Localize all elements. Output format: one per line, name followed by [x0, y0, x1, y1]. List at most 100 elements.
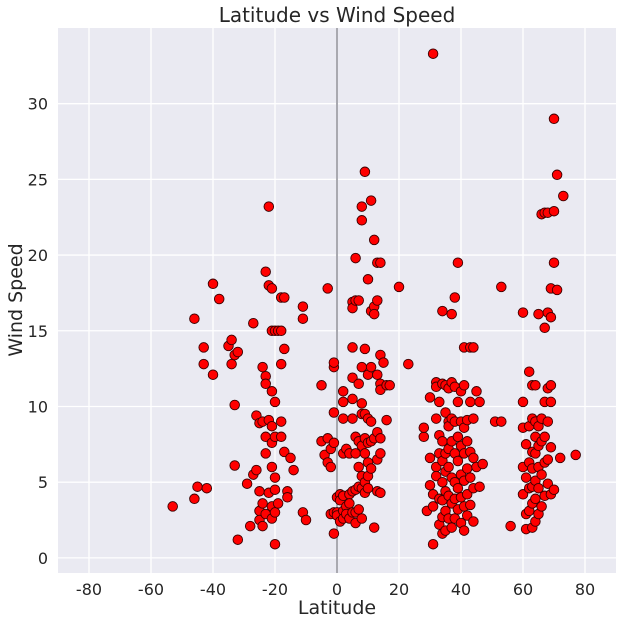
data-point — [530, 493, 541, 505]
x-tick-label: 80 — [575, 580, 595, 599]
x-tick-label: 20 — [389, 580, 409, 599]
data-point — [229, 460, 240, 471]
data-point — [353, 378, 364, 390]
data-point — [446, 522, 457, 533]
data-point — [260, 378, 271, 390]
data-point — [468, 413, 479, 424]
x-tick-label: 0 — [332, 580, 342, 599]
data-point — [446, 308, 457, 320]
data-point — [359, 448, 371, 459]
data-point — [344, 498, 355, 509]
data-point — [244, 520, 256, 532]
data-point — [328, 407, 340, 418]
data-point — [365, 361, 377, 373]
data-point — [350, 252, 361, 264]
data-point — [551, 169, 563, 181]
data-point — [353, 504, 364, 515]
data-point — [427, 501, 439, 512]
data-point — [496, 281, 507, 293]
data-point — [381, 414, 392, 426]
data-point — [257, 361, 268, 373]
data-point — [337, 396, 349, 408]
data-point — [523, 366, 535, 377]
data-point — [384, 380, 395, 391]
data-point — [226, 358, 237, 370]
y-tick-labels: 0 5 10 15 20 25 30 — [28, 95, 48, 568]
data-point — [449, 292, 461, 303]
data-point — [232, 534, 244, 545]
data-point — [269, 507, 281, 518]
data-point — [251, 464, 262, 476]
data-point — [275, 431, 287, 443]
data-point — [189, 313, 200, 324]
data-point — [468, 516, 479, 527]
y-tick-label: 10 — [28, 397, 48, 416]
data-point — [266, 386, 278, 397]
data-point — [257, 520, 268, 532]
data-point — [198, 358, 209, 370]
data-point — [424, 452, 436, 464]
data-point — [269, 472, 281, 483]
data-point — [375, 257, 386, 268]
data-point — [437, 476, 448, 488]
data-point — [430, 413, 442, 424]
data-point — [393, 281, 405, 293]
data-point — [548, 113, 560, 125]
data-point — [372, 295, 383, 306]
data-point — [468, 342, 479, 353]
data-point — [548, 205, 560, 217]
data-point — [437, 305, 448, 317]
data-point — [533, 482, 544, 494]
data-point — [452, 257, 464, 268]
data-point — [468, 452, 479, 464]
x-tick-label: -40 — [200, 580, 226, 599]
data-point — [275, 416, 287, 427]
data-point — [328, 437, 340, 449]
data-point — [254, 486, 265, 497]
data-point — [279, 292, 290, 303]
data-point — [226, 334, 237, 346]
data-point — [356, 201, 368, 212]
data-point — [167, 501, 178, 512]
x-tick-label: 60 — [513, 580, 533, 599]
data-point — [558, 190, 569, 202]
x-tick-label: 40 — [451, 580, 471, 599]
data-point — [337, 386, 349, 397]
data-point — [337, 413, 349, 424]
data-point — [356, 398, 368, 409]
data-point — [362, 274, 374, 285]
data-point — [347, 372, 358, 383]
data-point — [213, 293, 225, 305]
data-point — [461, 436, 473, 447]
data-point — [260, 448, 271, 459]
data-point — [443, 461, 454, 473]
data-point — [452, 455, 464, 467]
data-point — [461, 489, 473, 500]
data-point — [452, 431, 464, 443]
data-point — [520, 472, 532, 483]
data-point — [347, 393, 358, 405]
data-point — [232, 346, 244, 358]
data-point — [347, 342, 358, 353]
data-point — [359, 343, 371, 355]
y-tick-label: 15 — [28, 322, 48, 341]
data-point — [368, 308, 380, 320]
data-point — [300, 514, 312, 526]
data-point — [297, 313, 309, 324]
x-axis-label: Latitude — [298, 597, 376, 619]
data-point — [461, 463, 473, 474]
data-point — [465, 396, 476, 408]
data-point — [353, 461, 364, 473]
data-point — [356, 513, 368, 524]
data-point — [539, 322, 550, 334]
data-point — [517, 307, 529, 318]
data-point — [551, 284, 563, 296]
data-point — [353, 295, 364, 306]
data-point — [378, 357, 389, 368]
data-point — [275, 358, 287, 370]
data-point — [372, 369, 383, 380]
data-point — [275, 325, 287, 337]
data-point — [517, 396, 529, 408]
data-point — [533, 308, 544, 320]
x-tick-label: -80 — [76, 580, 102, 599]
